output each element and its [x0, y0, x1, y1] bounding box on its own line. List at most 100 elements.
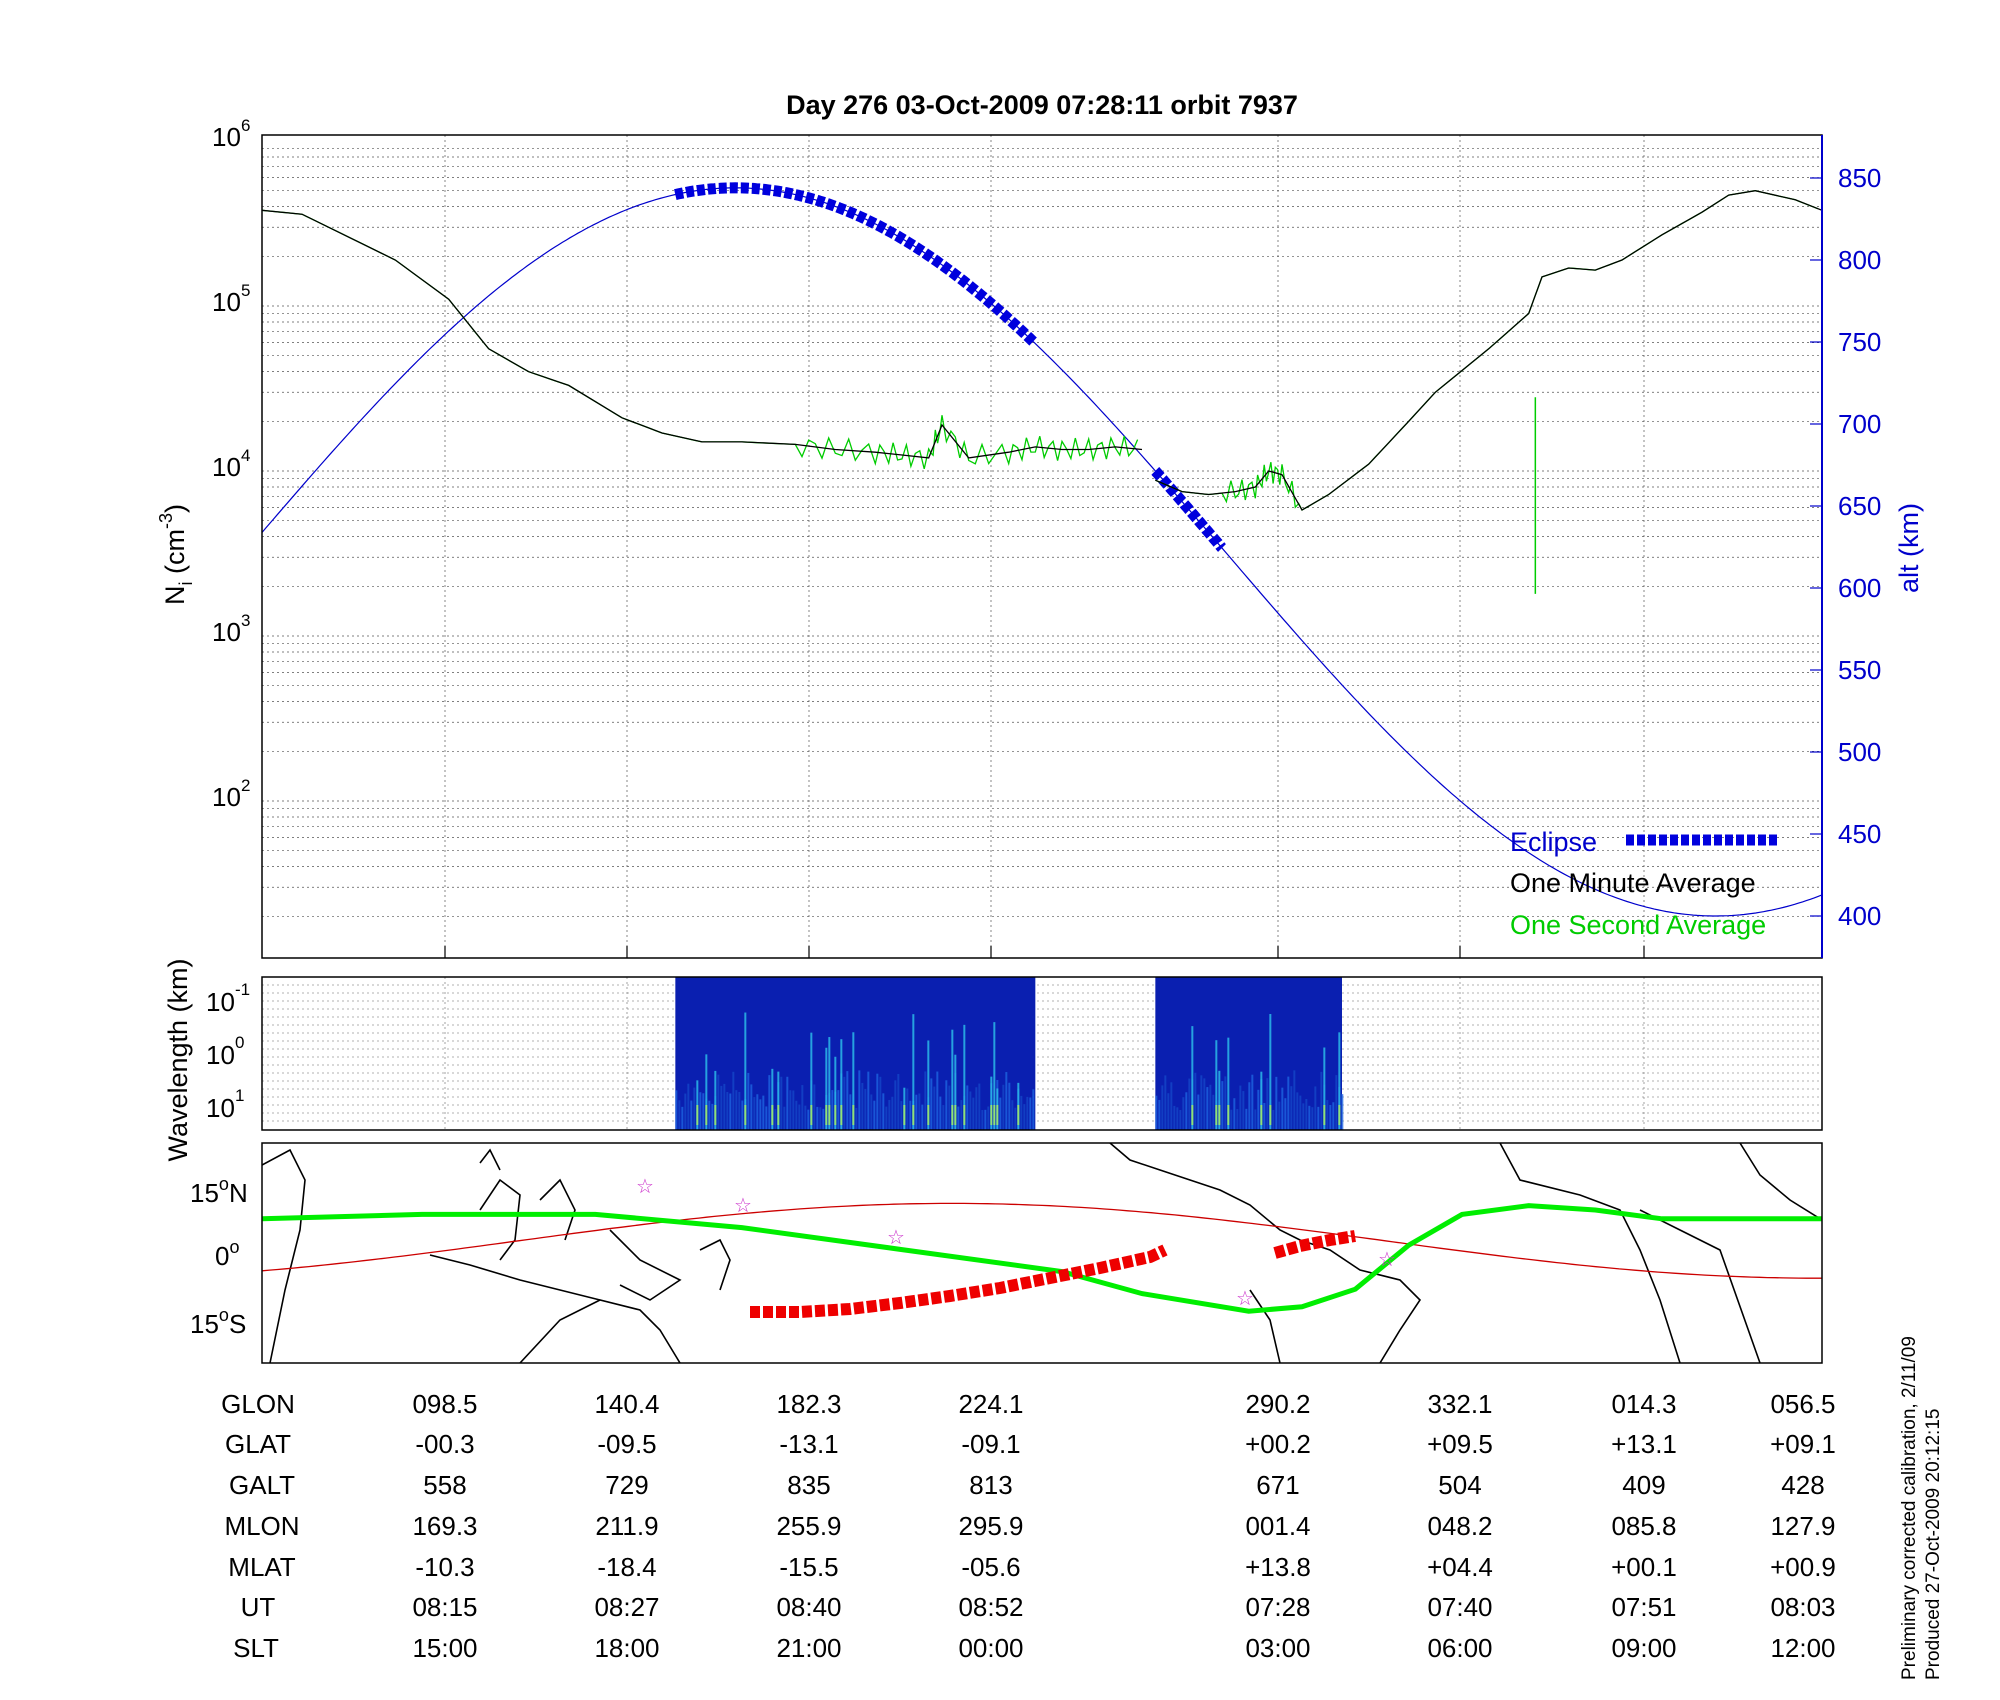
table-cell: 09:00	[1611, 1633, 1676, 1663]
spectrogram-column	[1029, 1097, 1032, 1130]
spectrogram-burst	[951, 1029, 954, 1130]
eclipse-segment	[1151, 467, 1226, 552]
tick-base: 10	[206, 1093, 235, 1123]
spectrogram-column	[792, 1090, 795, 1130]
spectrogram-hot	[954, 1105, 957, 1125]
spectrogram-column	[1284, 1098, 1287, 1130]
table-cell: 169.3	[412, 1511, 477, 1541]
density-ticks: 10 6 10 5 10 4 10 3 10 2	[212, 116, 250, 812]
spectrogram-column	[849, 1094, 852, 1130]
spectrogram-column	[774, 1109, 777, 1130]
spectrogram-column	[909, 1100, 912, 1130]
spectrogram-column	[1239, 1085, 1242, 1130]
table-row-label: UT	[241, 1592, 276, 1622]
table-cell: -10.3	[415, 1552, 474, 1582]
spectrogram-burst	[927, 1040, 930, 1130]
spectrogram-column	[1251, 1074, 1254, 1130]
spectrogram-column	[861, 1082, 864, 1130]
spectrogram-column	[1020, 1095, 1023, 1130]
spectrogram-hot	[963, 1105, 966, 1125]
spectrogram-column	[1299, 1095, 1302, 1130]
table-cell: 014.3	[1611, 1389, 1676, 1419]
spectrogram-hot	[828, 1105, 831, 1125]
table-cell: +09.1	[1770, 1429, 1836, 1459]
spectrogram-column	[789, 1090, 792, 1130]
one-minute-line	[1155, 190, 1822, 511]
spectrogram-column	[816, 1106, 819, 1130]
spectrogram-column	[1281, 1087, 1284, 1130]
latitude-tick-label: 15oS	[190, 1305, 246, 1339]
table-cell: 03:00	[1245, 1633, 1310, 1663]
spectrogram-burst	[834, 1056, 837, 1130]
spectrogram-burst	[828, 1037, 831, 1130]
spectrogram-hot	[714, 1105, 717, 1125]
spectrogram-panel: 10 -1 10 0 10 1 Wavelength (km)	[163, 958, 1823, 1162]
legend-one-minute-label: One Minute Average	[1510, 868, 1756, 898]
tick-exp: 0	[235, 1033, 244, 1052]
spectrogram-column	[1200, 1075, 1203, 1130]
table-cell: 211.9	[595, 1511, 658, 1541]
spectrogram-column	[942, 1105, 945, 1130]
orbit-table: GLON 098.5 140.4 182.3 224.1 290.2 332.1 014.3 0…	[221, 1389, 1836, 1663]
table-cell: +00.9	[1770, 1552, 1836, 1582]
magnetic-equator-line	[262, 1202, 1822, 1279]
spectrogram-column	[720, 1085, 723, 1130]
altitude-tick-label: 550	[1838, 655, 1881, 685]
spectrogram-column	[900, 1101, 903, 1130]
spectrogram-hot	[1338, 1105, 1341, 1125]
spectrogram-column	[1236, 1109, 1239, 1130]
spectrogram-column	[915, 1094, 918, 1130]
coastline	[609, 1229, 682, 1301]
tick-exp: 3	[241, 611, 250, 630]
table-cell: 048.2	[1427, 1511, 1492, 1541]
spectrogram-column	[690, 1100, 693, 1130]
spectrogram-burst	[1338, 1032, 1341, 1130]
spectrogram-burst	[771, 1068, 774, 1130]
table-cell: -15.5	[779, 1552, 838, 1582]
tick-base: 10	[212, 782, 241, 812]
spectrogram-column	[1014, 1107, 1017, 1130]
spectrogram-column	[984, 1109, 987, 1130]
spectrogram-column	[948, 1085, 951, 1130]
spectrogram-column	[1197, 1094, 1200, 1130]
table-cell: 07:51	[1611, 1592, 1676, 1622]
spectrogram-hot	[1269, 1105, 1272, 1125]
spectrogram-column	[1203, 1078, 1206, 1130]
station-star-icon: ☆	[1378, 1249, 1396, 1271]
spectrogram-column	[918, 1093, 921, 1130]
spectrogram-hot	[834, 1105, 837, 1125]
table-cell: 504	[1438, 1470, 1481, 1500]
spectrogram-hot	[810, 1105, 813, 1125]
spectrogram-column	[693, 1087, 696, 1130]
spectrogram-column	[843, 1076, 846, 1130]
spectrogram-column	[897, 1073, 900, 1130]
table-cell: 813	[969, 1470, 1012, 1500]
spectrogram-burst	[1260, 1071, 1263, 1130]
spectrogram-column	[1167, 1093, 1170, 1130]
spectrogram-column	[999, 1097, 1002, 1130]
spectrogram-column	[939, 1096, 942, 1130]
spectrogram-column	[1026, 1096, 1029, 1130]
spectrogram-column	[969, 1091, 972, 1130]
coastline	[699, 1238, 731, 1291]
spectrogram-burst	[714, 1070, 717, 1130]
spectrogram-burst	[990, 1076, 993, 1130]
spectrogram-column	[1173, 1105, 1176, 1130]
table-cell: 835	[787, 1470, 830, 1500]
legend: Eclipse One Minute Average One Second Av…	[1510, 827, 1778, 940]
spectrogram-hot	[771, 1105, 774, 1125]
spectrogram-column	[846, 1071, 849, 1130]
spectrogram-column	[1008, 1082, 1011, 1130]
altitude-axis-label: alt (km)	[1894, 503, 1924, 593]
spectrogram-burst	[744, 1012, 747, 1130]
spectrogram-burst	[777, 1071, 780, 1130]
wavelength-tick-label: 10 -1	[206, 980, 250, 1017]
legend-one-second-label: One Second Average	[1510, 910, 1766, 940]
spectrogram-column	[894, 1080, 897, 1130]
table-row-label: GLON	[221, 1389, 295, 1419]
map-eclipse-markers	[750, 1230, 1356, 1318]
spectrogram-burst	[1218, 1070, 1221, 1130]
table-cell: 295.9	[958, 1511, 1023, 1541]
spectrogram-column	[873, 1100, 876, 1130]
table-cell: 08:03	[1770, 1592, 1835, 1622]
